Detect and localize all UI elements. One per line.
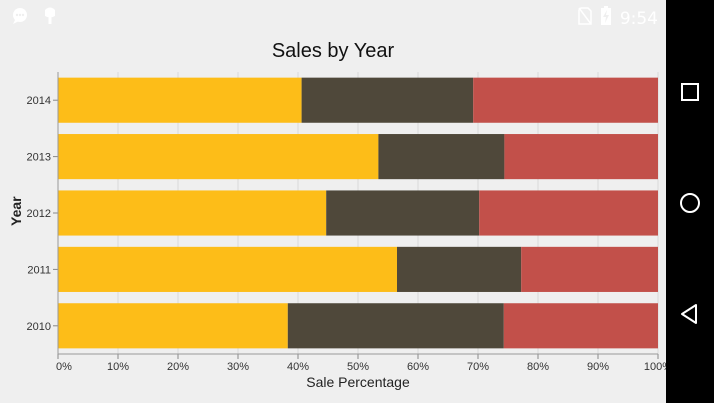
navigation-bar xyxy=(666,0,714,403)
android-debug-icon xyxy=(42,6,58,31)
chart-plot: 0% 10% 20% 30% 40% 50% 60% 70% 80% 90% 100% 2010 201… xyxy=(27,72,666,373)
bar-segment xyxy=(397,246,522,292)
y-tick-label: 2013 xyxy=(27,152,51,164)
x-tick-label: 0% xyxy=(56,361,72,373)
bar-segment xyxy=(58,134,379,180)
bar-segment xyxy=(58,246,397,292)
bar-segment xyxy=(301,77,474,123)
y-tick-label: 2010 xyxy=(27,321,51,333)
recent-apps-button[interactable] xyxy=(676,78,704,106)
bar-segment xyxy=(503,303,658,349)
x-tick-label: 10% xyxy=(107,361,129,373)
status-time: 9:54 xyxy=(619,8,658,29)
chart-title: Sales by Year xyxy=(271,40,395,62)
circle-icon xyxy=(680,193,700,213)
bar-segment xyxy=(479,190,658,236)
bar-segment xyxy=(504,134,658,180)
x-tick-label: 80% xyxy=(527,361,549,373)
bar-segment xyxy=(326,190,480,236)
y-tick-label: 2014 xyxy=(27,95,51,107)
x-tick-label: 100% xyxy=(644,361,666,373)
y-tick-label: 2012 xyxy=(27,208,51,220)
x-tick-label: 20% xyxy=(167,361,189,373)
bar-segment xyxy=(58,77,302,123)
back-button[interactable] xyxy=(676,300,704,328)
back-triangle-icon xyxy=(681,304,697,324)
x-tick-label: 50% xyxy=(347,361,369,373)
chat-notification-icon xyxy=(10,6,30,31)
bar-segment xyxy=(378,134,505,180)
bar-segment xyxy=(58,303,288,349)
x-tick-label: 90% xyxy=(587,361,609,373)
app-screen: 9:54 Sales by Year 0% 10% 20% 30% 40% 50% 60% 7… xyxy=(0,0,666,403)
square-icon xyxy=(681,83,699,101)
battery-charging-icon xyxy=(600,6,612,31)
bar-segment xyxy=(287,303,504,349)
x-axis-label: Sale Percentage xyxy=(306,374,410,390)
x-tick-label: 40% xyxy=(287,361,309,373)
bar-segment xyxy=(58,190,327,236)
x-tick-label: 30% xyxy=(227,361,249,373)
y-tick-label: 2011 xyxy=(27,264,51,276)
bar-segment xyxy=(473,77,658,123)
x-tick-label: 60% xyxy=(407,361,429,373)
home-button[interactable] xyxy=(676,189,704,217)
x-tick-label: 70% xyxy=(467,361,489,373)
y-axis-label: Year xyxy=(8,196,24,226)
no-sim-icon xyxy=(578,7,592,30)
status-bar: 9:54 xyxy=(0,0,666,32)
bar-segment xyxy=(521,246,658,292)
